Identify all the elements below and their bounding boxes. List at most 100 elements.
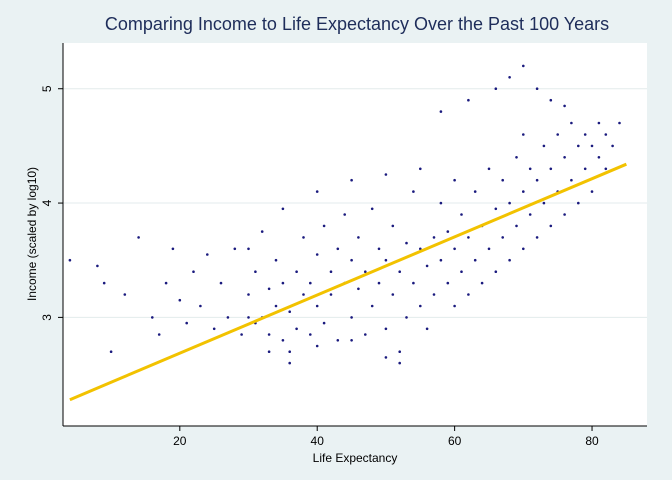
scatter-point xyxy=(267,333,271,336)
scatter-point xyxy=(295,327,298,331)
scatter-point xyxy=(357,236,360,239)
scatter-point xyxy=(528,213,532,216)
y-tick-label: 3 xyxy=(40,314,54,321)
scatter-point xyxy=(453,247,456,251)
scatter-point xyxy=(267,350,271,354)
scatter-point xyxy=(350,258,353,262)
scatter-point xyxy=(570,178,573,182)
scatter-point xyxy=(446,281,450,285)
plot-area xyxy=(63,43,647,426)
scatter-point xyxy=(412,281,415,285)
scatter-point xyxy=(583,133,587,136)
scatter-point xyxy=(604,167,608,171)
x-tick-label: 20 xyxy=(173,434,187,448)
scatter-point xyxy=(377,247,381,251)
scatter-point xyxy=(199,304,202,308)
scatter-point xyxy=(274,304,278,308)
scatter-point xyxy=(151,316,154,319)
scatter-point xyxy=(577,201,580,205)
x-ticks: 20 40 60 80 xyxy=(173,426,599,448)
scatter-point xyxy=(343,213,347,216)
scatter-point xyxy=(535,236,539,239)
scatter-point xyxy=(405,316,408,319)
scatter-point xyxy=(590,144,594,148)
scatter-point xyxy=(405,241,408,245)
scatter-point xyxy=(425,264,429,268)
scatter-point xyxy=(226,316,230,319)
scatter-point xyxy=(295,270,298,274)
scatter-point xyxy=(96,264,99,268)
x-tick-label: 80 xyxy=(585,434,599,448)
scatter-point xyxy=(515,156,518,159)
scatter-point xyxy=(487,247,491,251)
scatter-point xyxy=(350,316,353,319)
scatter-point xyxy=(590,190,594,193)
scatter-point xyxy=(556,133,559,136)
scatter-point xyxy=(357,287,360,291)
scatter-point xyxy=(315,344,319,348)
scatter-point xyxy=(219,281,223,285)
chart-title: Comparing Income to Life Expectancy Over… xyxy=(105,14,609,34)
scatter-point xyxy=(247,247,250,251)
scatter-point xyxy=(425,327,429,331)
scatter-point xyxy=(309,281,312,285)
scatter-point xyxy=(322,321,326,325)
scatter-point xyxy=(302,236,305,239)
scatter-point xyxy=(522,247,525,251)
scatter-point xyxy=(453,304,456,308)
scatter-point xyxy=(419,304,422,308)
scatter-point xyxy=(618,121,621,125)
scatter-point xyxy=(288,361,292,365)
fit-line xyxy=(69,162,627,402)
scatter-point xyxy=(254,270,257,274)
scatter-point xyxy=(528,167,532,171)
scatter-point xyxy=(563,213,566,216)
scatter-point xyxy=(370,207,374,211)
scatter-point xyxy=(185,321,188,325)
scatter-points xyxy=(68,64,621,365)
scatter-point xyxy=(508,201,511,205)
scatter-point xyxy=(288,350,292,354)
scatter-point xyxy=(597,156,601,159)
scatter-point xyxy=(137,236,140,239)
scatter-point xyxy=(467,293,470,296)
scatter-point xyxy=(322,224,326,228)
y-ticks: 3 4 5 xyxy=(40,85,63,321)
scatter-point xyxy=(508,76,511,79)
scatter-point xyxy=(583,167,587,171)
scatter-point xyxy=(164,281,168,285)
scatter-point xyxy=(398,361,402,365)
scatter-point xyxy=(494,87,498,90)
scatter-point xyxy=(487,167,491,171)
scatter-point xyxy=(480,281,484,285)
scatter-point xyxy=(412,190,415,193)
scatter-point xyxy=(102,281,106,285)
scatter-point xyxy=(212,327,216,331)
scatter-point xyxy=(494,207,498,211)
scatter-point xyxy=(206,253,209,256)
scatter-point xyxy=(398,350,402,354)
x-axis-label: Life Expectancy xyxy=(313,451,398,465)
x-tick-label: 60 xyxy=(448,434,462,448)
scatter-point xyxy=(192,270,195,274)
scatter-point xyxy=(563,104,566,108)
scatter-point xyxy=(302,293,305,296)
scatter-point xyxy=(288,310,292,314)
scatter-point xyxy=(508,258,511,262)
scatter-point xyxy=(467,98,470,102)
scatter-point xyxy=(522,133,525,136)
scatter-point xyxy=(542,144,546,148)
scatter-point xyxy=(68,258,72,262)
scatter-point xyxy=(604,133,608,136)
scatter-point xyxy=(473,258,477,262)
y-tick-label: 5 xyxy=(40,85,54,92)
scatter-point xyxy=(446,230,450,233)
scatter-point xyxy=(597,121,601,125)
scatter-point xyxy=(439,201,443,205)
scatter-point xyxy=(453,178,456,182)
scatter-point xyxy=(350,339,353,342)
scatter-point xyxy=(467,236,470,239)
scatter-point xyxy=(577,144,580,148)
scatter-point xyxy=(522,190,525,193)
scatter-point xyxy=(384,258,388,262)
